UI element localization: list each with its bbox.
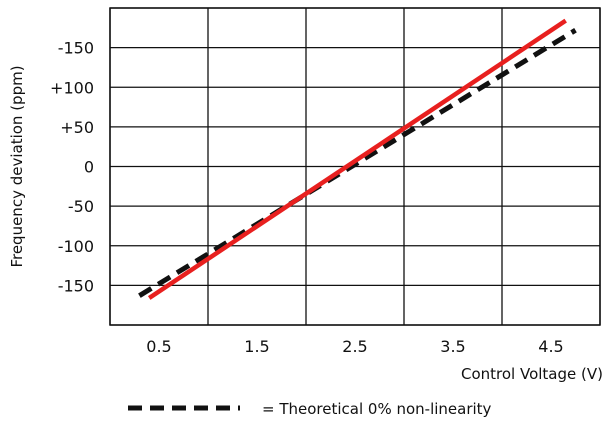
series-line-measured xyxy=(147,18,567,300)
x-tick-label: 3.5 xyxy=(440,337,465,356)
y-tick-label: +100 xyxy=(50,78,94,97)
y-tick-label: 0 xyxy=(84,158,94,177)
x-tick-label: 2.5 xyxy=(342,337,367,356)
legend: = Theoretical 0% non-linearity xyxy=(128,400,492,418)
y-tick-label: -150 xyxy=(58,39,94,58)
x-tick-label: 1.5 xyxy=(244,337,269,356)
y-axis-label: Frequency deviation (ppm) xyxy=(8,65,26,267)
series-line-theoretical xyxy=(138,28,577,298)
legend-label-theoretical: = Theoretical 0% non-linearity xyxy=(262,400,492,418)
y-tick-label: +50 xyxy=(60,118,94,137)
plot-area-border xyxy=(109,7,601,326)
x-tick-labels: 0.5 1.5 2.5 3.5 4.5 xyxy=(146,337,563,356)
y-tick-label: -50 xyxy=(68,197,94,216)
y-tick-label: -150 xyxy=(58,276,94,295)
x-tick-label: 4.5 xyxy=(538,337,563,356)
x-axis-label: Control Voltage (V) xyxy=(461,365,603,383)
series-layer xyxy=(138,18,577,300)
y-tick-labels: -150 +100 +50 0 -50 -100 -150 xyxy=(50,39,94,296)
x-tick-label: 0.5 xyxy=(146,337,171,356)
y-tick-label: -100 xyxy=(58,237,94,256)
